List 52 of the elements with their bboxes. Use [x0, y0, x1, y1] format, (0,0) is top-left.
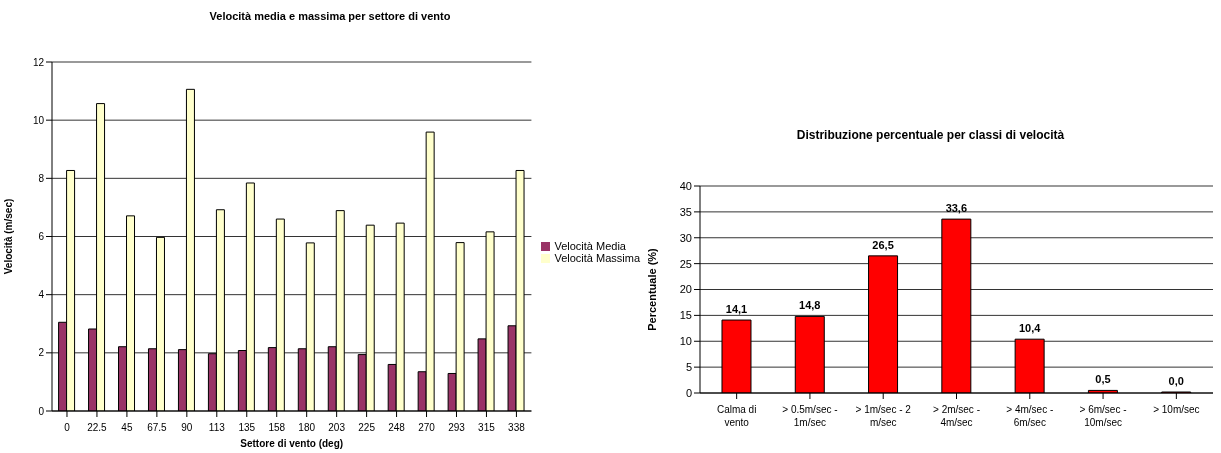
- x-tick-label: 90: [181, 422, 193, 433]
- x-tick-label: 270: [418, 422, 436, 433]
- y-tick-label: 5: [685, 361, 692, 374]
- data-label: 10,4: [1018, 322, 1042, 335]
- x-tick-label: 315: [478, 422, 496, 433]
- data-label: 14,8: [799, 299, 821, 312]
- x-tick-label: > 10m/sec: [1153, 404, 1200, 415]
- y-tick-label: 40: [679, 179, 692, 192]
- y-tick-label: 10: [32, 114, 45, 126]
- legend-label: Velocità Media: [554, 239, 626, 252]
- y-tick-label: 25: [679, 257, 692, 270]
- y-tick-label: 10: [679, 335, 692, 348]
- x-tick-label: > 0.5m/sec - 1m/sec: [782, 404, 838, 428]
- x-tick-label: > 4m/sec - 6m/sec: [1006, 404, 1054, 428]
- x-tick-label: 0: [64, 422, 71, 433]
- x-tick-label: 225: [358, 422, 376, 433]
- x-tick-label: 45: [121, 422, 133, 433]
- x-tick-label: 22.5: [87, 422, 108, 433]
- x-tick-label: 338: [508, 422, 526, 433]
- x-tick-label: 113: [208, 422, 226, 433]
- data-label: 14,1: [725, 303, 748, 316]
- legend-label: Velocità Massima: [554, 251, 640, 264]
- chart-title: Velocità media e massima per settore di vento: [208, 10, 452, 22]
- x-tick-label: Calma di vento: [716, 404, 757, 428]
- x-tick-label: 203: [328, 422, 346, 433]
- x-tick-label: 158: [268, 422, 286, 433]
- y-tick-label: 35: [679, 205, 692, 218]
- y-axis-title: Velocità (m/sec): [2, 198, 14, 275]
- data-label: 33,6: [945, 202, 968, 215]
- y-tick-label: 30: [679, 231, 692, 244]
- x-tick-label: 248: [388, 422, 406, 433]
- x-tick-label: > 6m/sec - 10m/sec: [1079, 404, 1127, 428]
- x-tick-label: > 1m/sec - 2 m/sec: [855, 404, 912, 428]
- data-label: 0,0: [1168, 375, 1184, 387]
- y-tick-label: 15: [679, 309, 692, 322]
- chart-title: Distribuzione percentuale per classi di velocità: [795, 128, 1066, 142]
- x-axis-title: Settore di vento (deg): [240, 438, 344, 449]
- y-tick-label: 4: [38, 289, 45, 301]
- y-tick-label: 8: [38, 172, 45, 184]
- y-tick-label: 0: [685, 386, 692, 399]
- y-tick-label: 12: [32, 56, 45, 68]
- x-tick-label: 67.5: [147, 422, 168, 433]
- y-tick-label: 2: [38, 347, 45, 359]
- data-label: 26,5: [872, 238, 894, 251]
- data-label: 0,5: [1095, 373, 1111, 386]
- y-tick-label: 20: [679, 283, 692, 296]
- y-tick-label: 6: [38, 231, 45, 243]
- y-axis-title: Percentuale (%): [645, 247, 658, 331]
- x-tick-label: 293: [448, 422, 466, 433]
- x-tick-label: > 2m/sec - 4m/sec: [933, 404, 980, 428]
- x-tick-label: 180: [298, 422, 316, 433]
- x-tick-label: 135: [238, 422, 256, 433]
